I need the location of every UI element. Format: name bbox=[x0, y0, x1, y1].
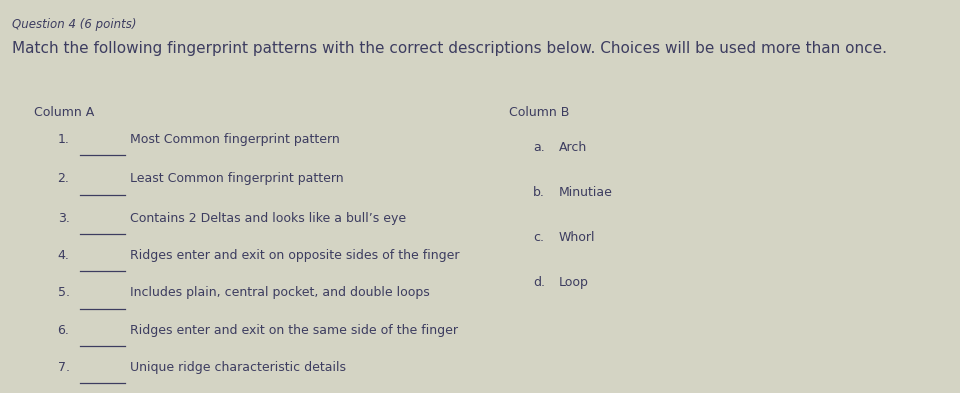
Text: 7.: 7. bbox=[58, 361, 69, 374]
Text: Column B: Column B bbox=[509, 106, 569, 119]
Text: Least Common fingerprint pattern: Least Common fingerprint pattern bbox=[130, 172, 344, 185]
Text: 2.: 2. bbox=[58, 172, 69, 185]
Text: a.: a. bbox=[533, 141, 544, 154]
Text: Loop: Loop bbox=[559, 276, 588, 290]
Text: 3.: 3. bbox=[58, 211, 69, 225]
Text: Most Common fingerprint pattern: Most Common fingerprint pattern bbox=[130, 133, 339, 146]
Text: Match the following fingerprint patterns with the correct descriptions below. Ch: Match the following fingerprint patterns… bbox=[12, 41, 886, 56]
Text: b.: b. bbox=[533, 186, 544, 199]
Text: Question 4 (6 points): Question 4 (6 points) bbox=[12, 18, 136, 31]
Text: Contains 2 Deltas and looks like a bull’s eye: Contains 2 Deltas and looks like a bull’… bbox=[130, 211, 406, 225]
Text: Arch: Arch bbox=[559, 141, 587, 154]
Text: 6.: 6. bbox=[58, 323, 69, 337]
Text: 1.: 1. bbox=[58, 133, 69, 146]
Text: Includes plain, central pocket, and double loops: Includes plain, central pocket, and doub… bbox=[130, 286, 429, 299]
Text: Whorl: Whorl bbox=[559, 231, 595, 244]
Text: Column A: Column A bbox=[34, 106, 94, 119]
Text: Minutiae: Minutiae bbox=[559, 186, 612, 199]
Text: c.: c. bbox=[533, 231, 543, 244]
Text: d.: d. bbox=[533, 276, 545, 290]
Text: Ridges enter and exit on the same side of the finger: Ridges enter and exit on the same side o… bbox=[130, 323, 458, 337]
Text: 5.: 5. bbox=[58, 286, 69, 299]
Text: 4.: 4. bbox=[58, 249, 69, 262]
Text: Ridges enter and exit on opposite sides of the finger: Ridges enter and exit on opposite sides … bbox=[130, 249, 459, 262]
Text: Unique ridge characteristic details: Unique ridge characteristic details bbox=[130, 361, 346, 374]
